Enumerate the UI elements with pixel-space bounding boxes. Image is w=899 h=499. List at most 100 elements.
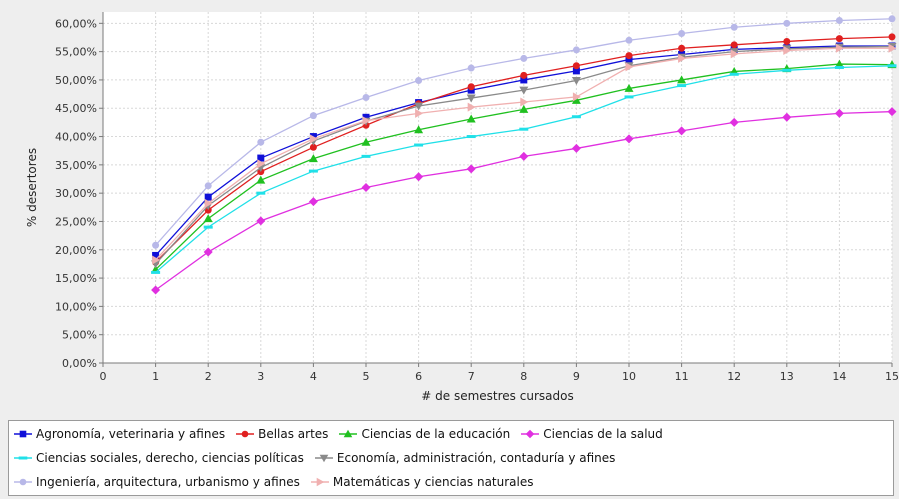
y-tick-label: 40,00% bbox=[55, 131, 97, 144]
legend-item: Ingeniería, arquitectura, urbanismo y af… bbox=[13, 475, 300, 489]
legend-swatch bbox=[310, 477, 329, 487]
data-point bbox=[466, 164, 476, 174]
series-5 bbox=[151, 64, 897, 274]
y-tick-label: 35,00% bbox=[55, 159, 97, 172]
x-tick-label: 6 bbox=[415, 370, 422, 383]
y-tick-label: 20,00% bbox=[55, 244, 97, 257]
legend-swatch bbox=[14, 456, 32, 460]
series-8 bbox=[152, 43, 897, 265]
legend-label: Ciencias de la salud bbox=[543, 427, 663, 441]
data-point bbox=[467, 102, 476, 112]
data-point bbox=[520, 97, 529, 107]
data-point bbox=[466, 135, 476, 139]
legend-swatch bbox=[236, 430, 255, 438]
legend-label: Agronomía, veterinaria y afines bbox=[36, 427, 226, 441]
data-point bbox=[729, 72, 739, 76]
data-point bbox=[309, 112, 317, 120]
line-chart: 0,00% 5,00% 10,00% 15,00% 20,00% 25,00% 30,00%… bbox=[25, 12, 899, 403]
data-point bbox=[466, 94, 476, 103]
data-point bbox=[256, 216, 266, 226]
data-point bbox=[362, 113, 370, 121]
data-point bbox=[625, 62, 634, 72]
data-point bbox=[625, 36, 633, 44]
legend-swatch-marker bbox=[19, 478, 27, 486]
data-point bbox=[677, 84, 687, 88]
y-tick-label: 60,00% bbox=[55, 17, 97, 30]
data-point bbox=[362, 116, 371, 126]
data-point bbox=[571, 115, 581, 119]
y-tick-label: 50,00% bbox=[55, 74, 97, 87]
legend-label: Ciencias de la educación bbox=[361, 427, 511, 441]
data-point bbox=[519, 104, 529, 113]
x-tick-label: 3 bbox=[257, 370, 264, 383]
legend-swatch-marker bbox=[344, 429, 353, 438]
x-tick-label: 7 bbox=[468, 370, 475, 383]
data-point bbox=[783, 45, 792, 55]
data-point bbox=[572, 67, 580, 75]
data-point bbox=[415, 108, 424, 118]
y-axis-title: % desertores bbox=[25, 148, 39, 227]
data-point bbox=[362, 93, 370, 101]
data-point bbox=[783, 19, 791, 27]
x-tick-label: 15 bbox=[885, 370, 899, 383]
legend-label: Economía, administración, contaduría y a… bbox=[336, 451, 616, 465]
data-point bbox=[361, 137, 371, 146]
data-point bbox=[624, 134, 634, 144]
data-point bbox=[730, 23, 738, 31]
data-point bbox=[783, 37, 791, 45]
data-point bbox=[834, 65, 844, 69]
data-point bbox=[677, 75, 687, 84]
series-4 bbox=[151, 107, 897, 295]
data-point bbox=[257, 159, 266, 169]
x-tick-label: 4 bbox=[310, 370, 317, 383]
legend-item: Economía, administración, contaduría y a… bbox=[314, 451, 616, 465]
data-point bbox=[309, 134, 318, 144]
data-point bbox=[414, 172, 424, 182]
legend-swatch-marker bbox=[18, 456, 28, 460]
x-tick-label: 14 bbox=[832, 370, 846, 383]
x-tick-label: 0 bbox=[100, 370, 107, 383]
y-tick-label: 10,00% bbox=[55, 300, 97, 313]
data-point bbox=[308, 154, 318, 163]
y-tick-label: 15,00% bbox=[55, 272, 97, 285]
legend-label: Ingeniería, arquitectura, urbanismo y af… bbox=[36, 475, 300, 489]
data-point bbox=[888, 43, 897, 53]
legend-swatch-marker bbox=[316, 477, 325, 487]
y-tick-label: 55,00% bbox=[55, 46, 97, 59]
data-point bbox=[520, 76, 528, 84]
data-point bbox=[309, 143, 317, 151]
data-point bbox=[467, 83, 475, 91]
data-point bbox=[308, 169, 318, 173]
data-point bbox=[204, 193, 212, 201]
data-point bbox=[888, 15, 896, 23]
data-point bbox=[782, 68, 792, 72]
legend-item: Agronomía, veterinaria y afines bbox=[13, 427, 225, 441]
y-tick-label: 45,00% bbox=[55, 102, 97, 115]
data-point bbox=[624, 83, 634, 92]
x-tick-label: 13 bbox=[780, 370, 794, 383]
legend-item: Ciencias de la salud bbox=[520, 427, 663, 441]
data-point bbox=[730, 41, 738, 49]
data-point bbox=[520, 54, 528, 62]
legend-label: Ciencias sociales, derecho, ciencias pol… bbox=[36, 451, 304, 465]
data-point bbox=[572, 62, 580, 70]
data-point bbox=[256, 191, 266, 195]
legend-swatch bbox=[314, 454, 333, 463]
y-tick-label: 25,00% bbox=[55, 215, 97, 228]
data-point bbox=[888, 33, 896, 41]
legend-row: Agronomía, veterinaria y afines Bellas ar… bbox=[13, 424, 673, 444]
data-point bbox=[625, 52, 633, 60]
data-point bbox=[572, 46, 580, 54]
x-tick-label: 9 bbox=[573, 370, 580, 383]
legend-row: Ciencias sociales, derecho, ciencias pol… bbox=[13, 448, 625, 468]
legend-swatch-marker bbox=[19, 430, 27, 438]
data-point bbox=[572, 92, 581, 102]
x-tick-label: 11 bbox=[675, 370, 689, 383]
data-point bbox=[625, 56, 633, 64]
data-point bbox=[257, 138, 265, 146]
series-3 bbox=[151, 59, 897, 274]
data-point bbox=[414, 102, 424, 111]
data-point bbox=[887, 64, 897, 68]
data-point bbox=[729, 117, 739, 127]
